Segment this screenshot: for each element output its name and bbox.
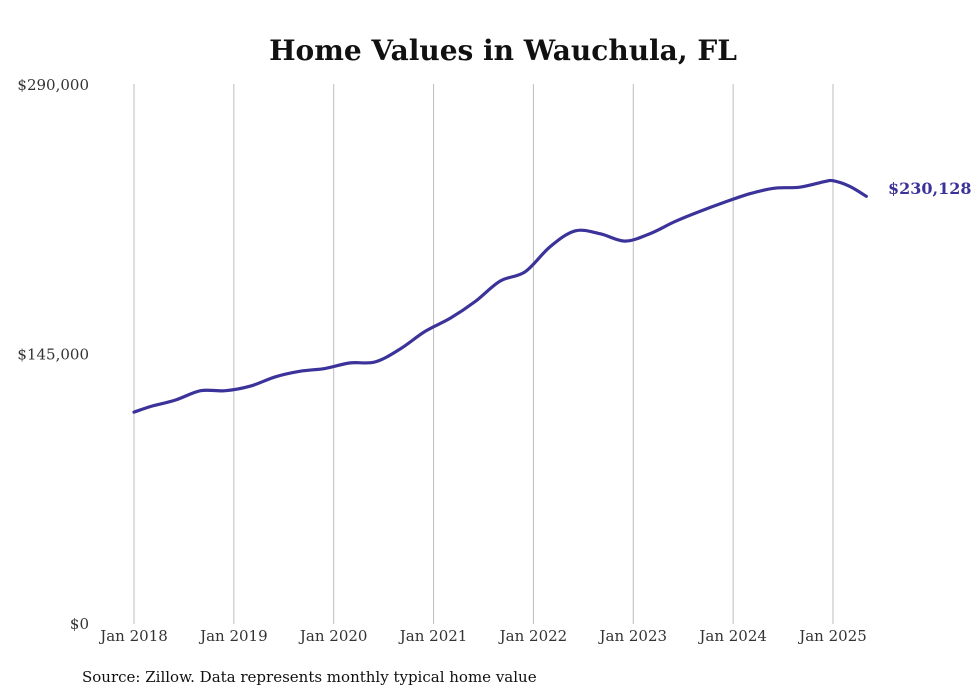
x-tick-label: Jan 2024 (697, 627, 767, 645)
last-value-label: $230,128 (888, 179, 972, 198)
x-tick-label: Jan 2018 (98, 627, 168, 645)
x-tick-label: Jan 2022 (498, 627, 568, 645)
x-tick-label: Jan 2020 (298, 627, 368, 645)
y-tick-label: $290,000 (17, 76, 89, 94)
chart-title: Home Values in Wauchula, FL (269, 34, 737, 67)
y-tick-label: $145,000 (17, 346, 89, 364)
gridlines (133, 84, 834, 624)
x-axis-ticks: Jan 2018 Jan 2019 Jan 2020 Jan 2021 Jan 2022… (98, 627, 867, 645)
x-tick-label: Jan 2023 (598, 627, 668, 645)
x-tick-label: Jan 2019 (198, 627, 268, 645)
x-tick-label: Jan 2021 (398, 627, 468, 645)
source-note: Source: Zillow. Data represents monthly … (82, 668, 537, 686)
x-tick-label: Jan 2025 (797, 627, 867, 645)
series-line-0 (132, 178, 868, 414)
y-axis-ticks: $0 $145,000 $290,000 (17, 76, 89, 633)
series-layer (132, 178, 868, 414)
y-tick-label: $0 (70, 615, 89, 633)
